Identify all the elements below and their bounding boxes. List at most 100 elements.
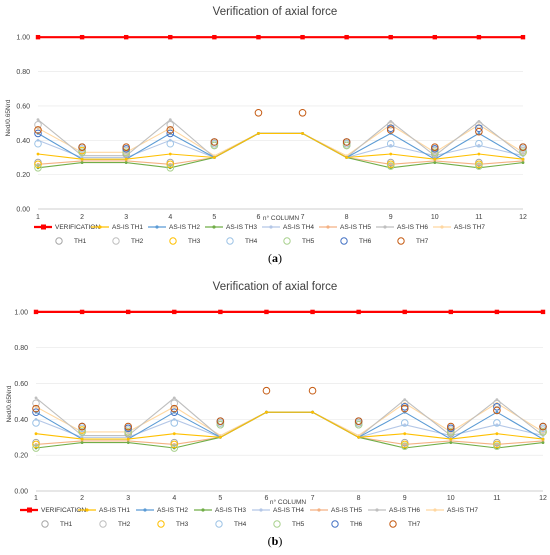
chart-a-th-marker bbox=[475, 127, 483, 136]
chart-b-th-marker bbox=[447, 428, 455, 436]
chart-b-series-point bbox=[357, 435, 361, 439]
chart-a-th-marker bbox=[475, 162, 483, 170]
chart-a-ytick-label: 0.60 bbox=[16, 103, 30, 110]
chart-b-th-marker bbox=[400, 442, 409, 451]
chart-b-legend-marker bbox=[41, 520, 49, 528]
chart-a-legend-marker bbox=[155, 225, 159, 229]
chart-b-series-point bbox=[126, 441, 130, 445]
chart-a-th-marker bbox=[386, 139, 395, 148]
chart-a-th-marker bbox=[210, 138, 219, 146]
chart-b-ylabel: Ned/0.65Nrd bbox=[6, 385, 13, 422]
chart-a-ytick-label: 0.20 bbox=[16, 172, 30, 179]
chart-b-legend-label: TH2 bbox=[118, 521, 131, 528]
chart-b-legend-marker bbox=[331, 520, 339, 528]
chart-a-th-marker bbox=[34, 121, 42, 129]
chart-a-legend-marker bbox=[397, 237, 405, 245]
chart-b-title: Verification of axial force bbox=[213, 281, 338, 293]
chart-a-xtick-label: 1 bbox=[36, 214, 40, 221]
chart-a-series-point bbox=[521, 161, 525, 165]
chart-b-th-marker bbox=[170, 419, 179, 427]
chart-a-ytick-label: 0.40 bbox=[16, 138, 30, 145]
chart-a-ytick-label: 0.00 bbox=[16, 207, 30, 214]
chart-a-legend-marker bbox=[283, 237, 291, 245]
chart-a-series-point bbox=[521, 157, 525, 161]
chart-a-th-marker bbox=[475, 139, 483, 148]
chart-a-series-point bbox=[477, 132, 481, 135]
chart-a-series-point bbox=[389, 152, 393, 156]
chart-a-verification-point bbox=[123, 34, 129, 40]
chart-b-th-marker bbox=[308, 386, 317, 395]
chart-a-th-marker bbox=[34, 139, 42, 148]
chart-a-legend-marker bbox=[340, 237, 348, 245]
chart-b-th-marker bbox=[78, 422, 86, 431]
chart-b-series-point bbox=[218, 435, 222, 439]
chart-a-legend-label: TH5 bbox=[302, 238, 315, 245]
chart-a-legend-marker bbox=[112, 237, 120, 245]
chart-a-legend-marker bbox=[383, 225, 387, 229]
chart-b-ytick-label: 0.80 bbox=[14, 345, 28, 352]
chart-b-verification-point bbox=[264, 309, 269, 315]
chart-b-legend-marker bbox=[27, 507, 32, 513]
chart-a-th-marker bbox=[34, 129, 42, 138]
chart-a-verification-point bbox=[256, 34, 261, 40]
chart-a-verification-point bbox=[476, 34, 482, 40]
chart-b-th-marker bbox=[170, 399, 179, 408]
chart-b-legend-label: AS-IS TH4 bbox=[273, 507, 304, 514]
chart-b-th-marker bbox=[170, 444, 179, 452]
chart-b-verification-point bbox=[218, 309, 223, 315]
chart-b-th-marker bbox=[400, 399, 409, 408]
chart-a-series-point bbox=[477, 152, 481, 156]
chart-a-legend-marker bbox=[55, 237, 63, 245]
chart-a-ytick-label: 0.80 bbox=[16, 69, 30, 76]
chart-a-ytick-label: 1.00 bbox=[16, 35, 30, 42]
chart-a-legend-label: AS-IS TH3 bbox=[226, 224, 257, 231]
chart-a-verification-point bbox=[35, 34, 41, 40]
chart-a-xtick-label: 9 bbox=[389, 214, 393, 221]
chart-b-series-point bbox=[172, 396, 176, 400]
chart-b-legend-marker bbox=[317, 508, 321, 512]
chart-a-legend-label: TH1 bbox=[74, 238, 87, 245]
chart-b-th-marker bbox=[32, 440, 40, 449]
chart-a-th-marker bbox=[342, 138, 351, 146]
chart-b-th-marker bbox=[493, 419, 501, 427]
chart-b-xtick-label: 11 bbox=[493, 495, 500, 502]
chart-b-caption-letter: b bbox=[272, 534, 279, 548]
chart-b-th-marker bbox=[32, 399, 40, 408]
chart-a-legend-label: TH3 bbox=[188, 238, 201, 245]
chart-b-series-point bbox=[403, 432, 407, 436]
chart-a-verification-point bbox=[168, 34, 173, 40]
chart-a-legend-label: TH7 bbox=[416, 238, 429, 245]
chart-a-xtick-label: 7 bbox=[301, 214, 305, 221]
chart-b-xtick-label: 4 bbox=[172, 495, 176, 502]
chart-a-series-point bbox=[477, 144, 481, 147]
chart-b-th-marker bbox=[493, 442, 501, 451]
chart-b-th-marker bbox=[400, 419, 409, 427]
chart-b-ytick-label: 0.40 bbox=[14, 417, 28, 424]
chart-a-xlabel: n° COLUMN bbox=[263, 214, 299, 222]
chart-a-th-marker bbox=[386, 162, 395, 170]
chart-b-series-point bbox=[126, 437, 130, 441]
chart-a-verification-point bbox=[520, 34, 526, 40]
chart-b-ytick-label: 0.00 bbox=[14, 489, 28, 496]
chart-b-th-marker bbox=[216, 417, 225, 425]
chart-b-th-marker bbox=[493, 403, 501, 411]
chart-b-legend-label: AS-IS TH3 bbox=[215, 507, 246, 514]
chart-b-xtick-label: 10 bbox=[447, 495, 455, 502]
chart-b-th-marker bbox=[216, 420, 225, 429]
chart-b-caption: (b) bbox=[268, 534, 283, 548]
chart-a-verification-point bbox=[432, 34, 438, 40]
chart-a-legend-label: AS-IS TH1 bbox=[112, 224, 143, 231]
chart-b-th-marker bbox=[170, 440, 179, 449]
chart-a-th-marker bbox=[210, 141, 219, 150]
chart-b-xtick-label: 9 bbox=[403, 495, 407, 502]
chart-a-xtick-label: 11 bbox=[475, 214, 482, 221]
chart-b-th-marker bbox=[170, 404, 179, 413]
chart-b-series-point bbox=[495, 423, 499, 427]
chart-b-legend-label: TH6 bbox=[350, 521, 363, 528]
chart-a-xtick-label: 2 bbox=[80, 214, 84, 221]
chart-a-th-marker bbox=[34, 126, 42, 134]
chart-b-verification-point bbox=[79, 309, 85, 315]
chart-a-series-point bbox=[36, 152, 40, 156]
chart-a-legend-marker bbox=[269, 225, 273, 229]
chart-a-th-marker bbox=[519, 148, 527, 157]
